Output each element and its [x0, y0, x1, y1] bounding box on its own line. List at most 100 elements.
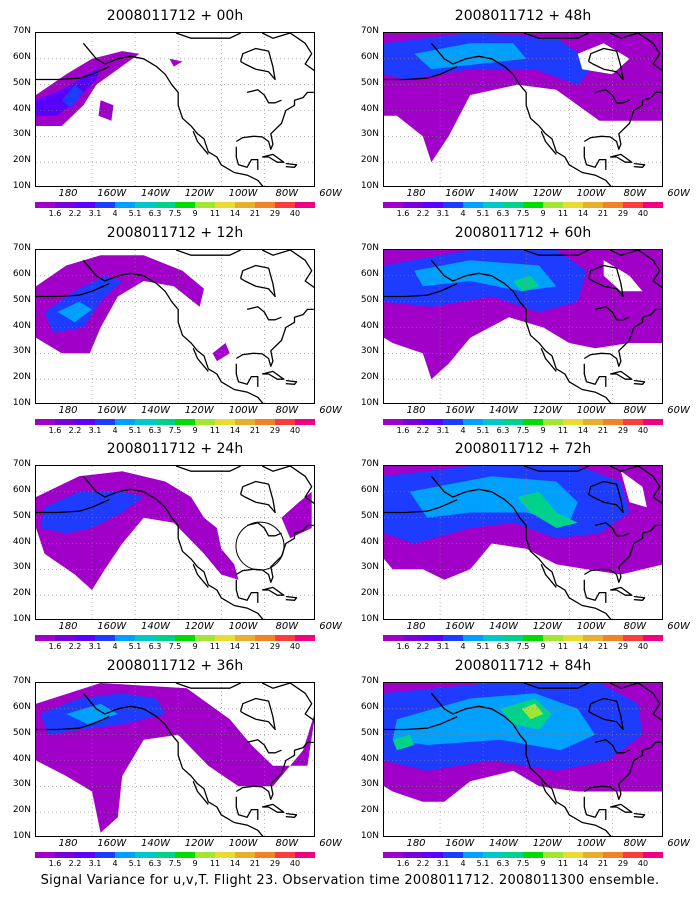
lon-tick-label: 180	[406, 621, 426, 632]
lon-tick-label: 160W	[97, 188, 127, 199]
map-canvas	[36, 466, 314, 619]
colorbar-swatch	[563, 419, 583, 425]
lat-tick-label: 70N	[360, 243, 379, 253]
coastline	[594, 739, 630, 754]
coastline	[583, 579, 607, 603]
lat-tick-label: 40N	[12, 320, 31, 331]
coastline	[246, 522, 282, 537]
colorbar-swatch	[543, 852, 563, 858]
colorbar	[383, 852, 663, 858]
lat-tick-label: 20N	[360, 372, 379, 383]
colorbar-label: 11	[557, 209, 569, 218]
panel-title: 2008011712 + 12h	[106, 225, 244, 241]
colorbar-label: 3.1	[436, 209, 450, 218]
map-canvas	[384, 33, 662, 186]
colorbar-swatch	[483, 419, 503, 425]
lon-tick-label: 140W	[141, 405, 171, 416]
colorbar-swatch	[195, 202, 215, 208]
lon-tick-label: 100W	[228, 621, 258, 632]
colorbar-swatch	[55, 852, 75, 858]
lon-tick-label: 120W	[184, 188, 214, 199]
colorbar-label: 1.6	[48, 859, 62, 868]
colorbar-label: 3.1	[88, 426, 102, 435]
lat-tick-label: 60N	[360, 484, 379, 495]
map-canvas	[36, 683, 314, 836]
colorbar-swatch	[583, 852, 603, 858]
coastline	[261, 683, 314, 722]
colorbar-label: 4	[112, 642, 118, 651]
coastline	[175, 466, 241, 472]
lon-tick-label: 100W	[576, 621, 606, 632]
colorbar-label: 14	[577, 859, 589, 868]
colorbar-swatch	[75, 635, 95, 641]
colorbar-label: 4	[112, 426, 118, 435]
map-canvas	[36, 33, 314, 186]
colorbar-swatch	[275, 635, 295, 641]
coastline	[239, 47, 276, 81]
observation-circle	[235, 521, 285, 571]
colorbar	[35, 202, 315, 208]
colorbar-label: 2.2	[68, 642, 82, 651]
coastline	[610, 803, 633, 813]
lon-tick-label: 60W	[319, 405, 342, 416]
panel-title: 2008011712 + 48h	[454, 8, 592, 24]
colorbar-label: 1.6	[396, 426, 410, 435]
colorbar-swatch	[275, 202, 295, 208]
colorbar-label: 5.1	[128, 642, 142, 651]
lon-tick-label: 80W	[275, 621, 299, 632]
colorbar-label: 11	[557, 426, 569, 435]
colorbar-swatch	[215, 852, 235, 858]
colorbar-label: 40	[637, 859, 649, 868]
colorbar-swatch	[443, 419, 463, 425]
coastline	[583, 741, 662, 800]
lon-tick-label: 100W	[228, 405, 258, 416]
colorbar-label: 6.3	[148, 209, 162, 218]
panel-title: 2008011712 + 72h	[454, 441, 592, 457]
colorbar-label: 14	[229, 426, 241, 435]
colorbar-swatch	[55, 635, 75, 641]
colorbar-swatch	[423, 419, 443, 425]
lon-tick-label: 140W	[489, 188, 519, 199]
coastline	[239, 264, 276, 298]
colorbar-swatch	[135, 852, 155, 858]
lat-tick-label: 30N	[12, 779, 31, 790]
coastline	[82, 42, 264, 186]
colorbar-label: 14	[229, 209, 241, 218]
coastline	[175, 683, 241, 689]
coastline	[261, 33, 314, 72]
colorbar-swatch	[115, 419, 135, 425]
colorbar-label: 1.6	[48, 209, 62, 218]
colorbar-label: 40	[289, 426, 301, 435]
lon-tick-label: 60W	[667, 838, 690, 849]
panel-title: 2008011712 + 60h	[454, 225, 592, 241]
map-panel-36h	[35, 682, 315, 837]
colorbar-swatch	[175, 852, 195, 858]
lon-tick-label: 160W	[97, 838, 127, 849]
map-panel-84h	[383, 682, 663, 837]
lat-tick-label: 40N	[360, 536, 379, 547]
lon-tick-label: 100W	[228, 838, 258, 849]
colorbar-swatch	[215, 202, 235, 208]
coastline	[36, 66, 110, 81]
lon-tick-label: 180	[406, 838, 426, 849]
coastline	[384, 716, 458, 731]
coastline	[587, 47, 624, 81]
colorbar-swatch	[543, 419, 563, 425]
coastline	[235, 524, 314, 583]
colorbar-label: 3.1	[88, 859, 102, 868]
colorbar-swatch	[603, 202, 623, 208]
colorbar-label: 2.2	[68, 859, 82, 868]
lon-tick-label: 140W	[141, 188, 171, 199]
colorbar-swatch	[35, 852, 55, 858]
lon-tick-label: 120W	[184, 405, 214, 416]
colorbar-swatch	[75, 419, 95, 425]
colorbar-swatch	[423, 852, 443, 858]
coastline	[609, 683, 662, 722]
coastline	[594, 306, 630, 321]
lat-tick-label: 50N	[360, 510, 379, 521]
coastline	[523, 250, 589, 256]
colorbar-swatch	[503, 419, 523, 425]
colorbar-swatch	[463, 202, 483, 208]
colorbar-label: 40	[289, 209, 301, 218]
signal-region	[620, 471, 647, 508]
